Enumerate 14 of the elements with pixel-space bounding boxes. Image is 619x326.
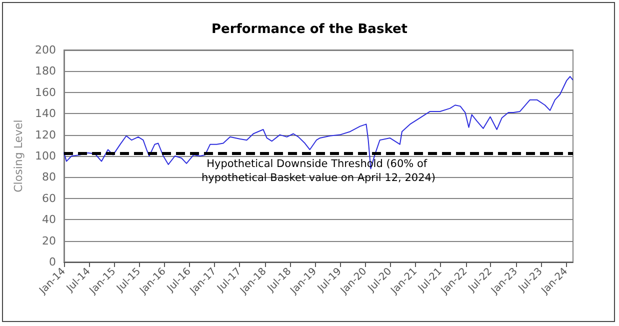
y-tick-label: 0 — [49, 256, 56, 268]
chart-title: Performance of the Basket — [211, 22, 408, 37]
line-series — [64, 76, 574, 170]
y-tick-label: 200 — [35, 44, 56, 56]
y-tick-label: 20 — [42, 234, 56, 248]
y-tick-label: 160 — [35, 86, 56, 99]
y-axis-title: Closing Level — [12, 120, 26, 192]
y-tick-label: 180 — [35, 64, 56, 78]
y-tick-label: 140 — [35, 107, 56, 120]
y-tick-label: 120 — [35, 128, 56, 142]
y-tick-label: 60 — [42, 192, 56, 205]
y-tick-label: 80 — [42, 170, 56, 184]
y-tick-label: 40 — [42, 213, 56, 226]
y-tick-label: 100 — [35, 150, 56, 162]
